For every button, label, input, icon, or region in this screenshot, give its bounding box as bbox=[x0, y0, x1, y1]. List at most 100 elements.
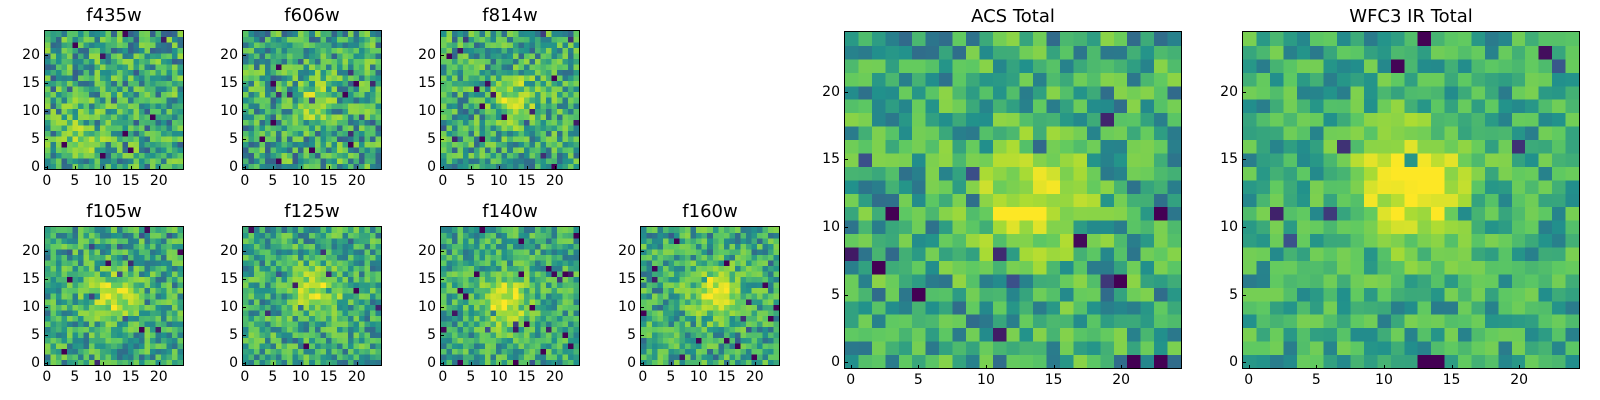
heatmap-cell bbox=[72, 36, 79, 43]
heatmap-cell bbox=[1060, 139, 1074, 154]
heatmap-cell bbox=[707, 287, 714, 294]
heatmap-cell bbox=[556, 342, 563, 349]
heatmap-cell bbox=[740, 304, 747, 311]
heatmap-cell bbox=[243, 31, 250, 38]
heatmap-cell bbox=[287, 249, 294, 256]
heatmap-cell bbox=[551, 271, 558, 278]
heatmap-cell bbox=[83, 75, 90, 82]
heatmap-cell bbox=[155, 135, 162, 142]
heatmap-cell bbox=[652, 265, 659, 272]
heatmap-cell bbox=[287, 309, 294, 316]
heatmap-cell bbox=[171, 304, 178, 311]
heatmap-cell bbox=[243, 260, 250, 267]
heatmap-cell bbox=[331, 342, 338, 349]
heatmap-cell bbox=[281, 47, 288, 54]
heatmap-cell bbox=[474, 309, 481, 316]
heatmap-cell bbox=[303, 58, 310, 65]
heatmap-cell bbox=[468, 276, 475, 283]
heatmap-cell bbox=[468, 69, 475, 76]
x-tick-mark bbox=[526, 166, 528, 170]
heatmap-cell bbox=[468, 119, 475, 126]
heatmap-cell bbox=[78, 130, 85, 137]
heatmap-cell bbox=[155, 298, 162, 305]
x-tick-label: 20 bbox=[149, 173, 168, 189]
heatmap-cell bbox=[479, 36, 486, 43]
heatmap-cell bbox=[78, 293, 85, 300]
heatmap-cell bbox=[56, 146, 63, 153]
heatmap-cell bbox=[127, 157, 134, 164]
heatmap-cell bbox=[562, 64, 569, 71]
heatmap-cell bbox=[468, 287, 475, 294]
heatmap-cell bbox=[166, 348, 173, 355]
heatmap-cell bbox=[105, 163, 112, 169]
heatmap-svg bbox=[441, 227, 579, 365]
heatmap-cell bbox=[303, 69, 310, 76]
heatmap-cell bbox=[243, 265, 250, 272]
heatmap-cell bbox=[160, 31, 167, 38]
heatmap-cell bbox=[309, 348, 316, 355]
y-tick-mark bbox=[440, 335, 444, 337]
heatmap-cell bbox=[512, 293, 519, 300]
heatmap-cell bbox=[523, 315, 530, 322]
heatmap-cell bbox=[243, 243, 250, 250]
heatmap-cell bbox=[171, 287, 178, 294]
y-tick-label: 15 bbox=[22, 271, 40, 288]
heatmap-cell bbox=[562, 359, 569, 365]
heatmap-cell bbox=[468, 135, 475, 142]
heatmap-cell bbox=[325, 146, 332, 153]
heatmap-cell bbox=[364, 298, 371, 305]
heatmap-cell bbox=[490, 135, 497, 142]
heatmap-cell bbox=[474, 315, 481, 322]
heatmap-cell bbox=[100, 249, 107, 256]
heatmap-cell bbox=[254, 163, 261, 169]
heatmap-cell bbox=[375, 119, 381, 126]
heatmap-cell bbox=[457, 320, 464, 327]
heatmap-cell bbox=[50, 254, 57, 261]
heatmap-cell bbox=[336, 304, 343, 311]
heatmap-cell bbox=[468, 152, 475, 159]
heatmap-cell bbox=[265, 304, 272, 311]
heatmap-cell bbox=[171, 80, 178, 87]
heatmap-cell bbox=[534, 97, 541, 104]
heatmap-cell bbox=[452, 163, 459, 169]
heatmap-cell bbox=[89, 287, 96, 294]
heatmap-cell bbox=[347, 47, 354, 54]
heatmap-cell bbox=[287, 36, 294, 43]
heatmap-cell bbox=[166, 119, 173, 126]
heatmap-cell bbox=[1019, 273, 1034, 288]
heatmap-cell bbox=[679, 331, 686, 338]
y-tick-label: 5 bbox=[229, 327, 238, 344]
heatmap-cell bbox=[353, 282, 360, 289]
heatmap-cell bbox=[331, 337, 338, 344]
heatmap-cell bbox=[358, 315, 365, 322]
heatmap-cell bbox=[160, 271, 167, 278]
heatmap-cell bbox=[512, 315, 519, 322]
y-tick-mark bbox=[440, 279, 444, 281]
heatmap-cell bbox=[303, 157, 310, 164]
heatmap-cell bbox=[259, 243, 266, 250]
heatmap-cell bbox=[463, 348, 470, 355]
heatmap-cell bbox=[243, 238, 250, 245]
heatmap-cell bbox=[485, 282, 492, 289]
heatmap-cell bbox=[845, 220, 859, 235]
heatmap-cell bbox=[67, 298, 74, 305]
heatmap-cell bbox=[562, 254, 569, 261]
heatmap-cell bbox=[441, 75, 448, 82]
heatmap-cell bbox=[127, 69, 134, 76]
heatmap-cell bbox=[858, 233, 873, 248]
heatmap-cell bbox=[72, 309, 79, 316]
heatmap-cell bbox=[490, 80, 497, 87]
heatmap-cell bbox=[756, 243, 763, 250]
heatmap-cell bbox=[94, 141, 101, 148]
heatmap-cell bbox=[56, 53, 63, 60]
heatmap-cell bbox=[518, 146, 525, 153]
heatmap-cell bbox=[573, 238, 579, 245]
heatmap-cell bbox=[358, 119, 365, 126]
heatmap-cell bbox=[479, 293, 486, 300]
heatmap-cell bbox=[679, 265, 686, 272]
heatmap-cell bbox=[529, 320, 536, 327]
heatmap-cell bbox=[490, 315, 497, 322]
heatmap-cell bbox=[149, 113, 156, 120]
heatmap-cell bbox=[353, 113, 360, 120]
heatmap-cell bbox=[243, 119, 250, 126]
